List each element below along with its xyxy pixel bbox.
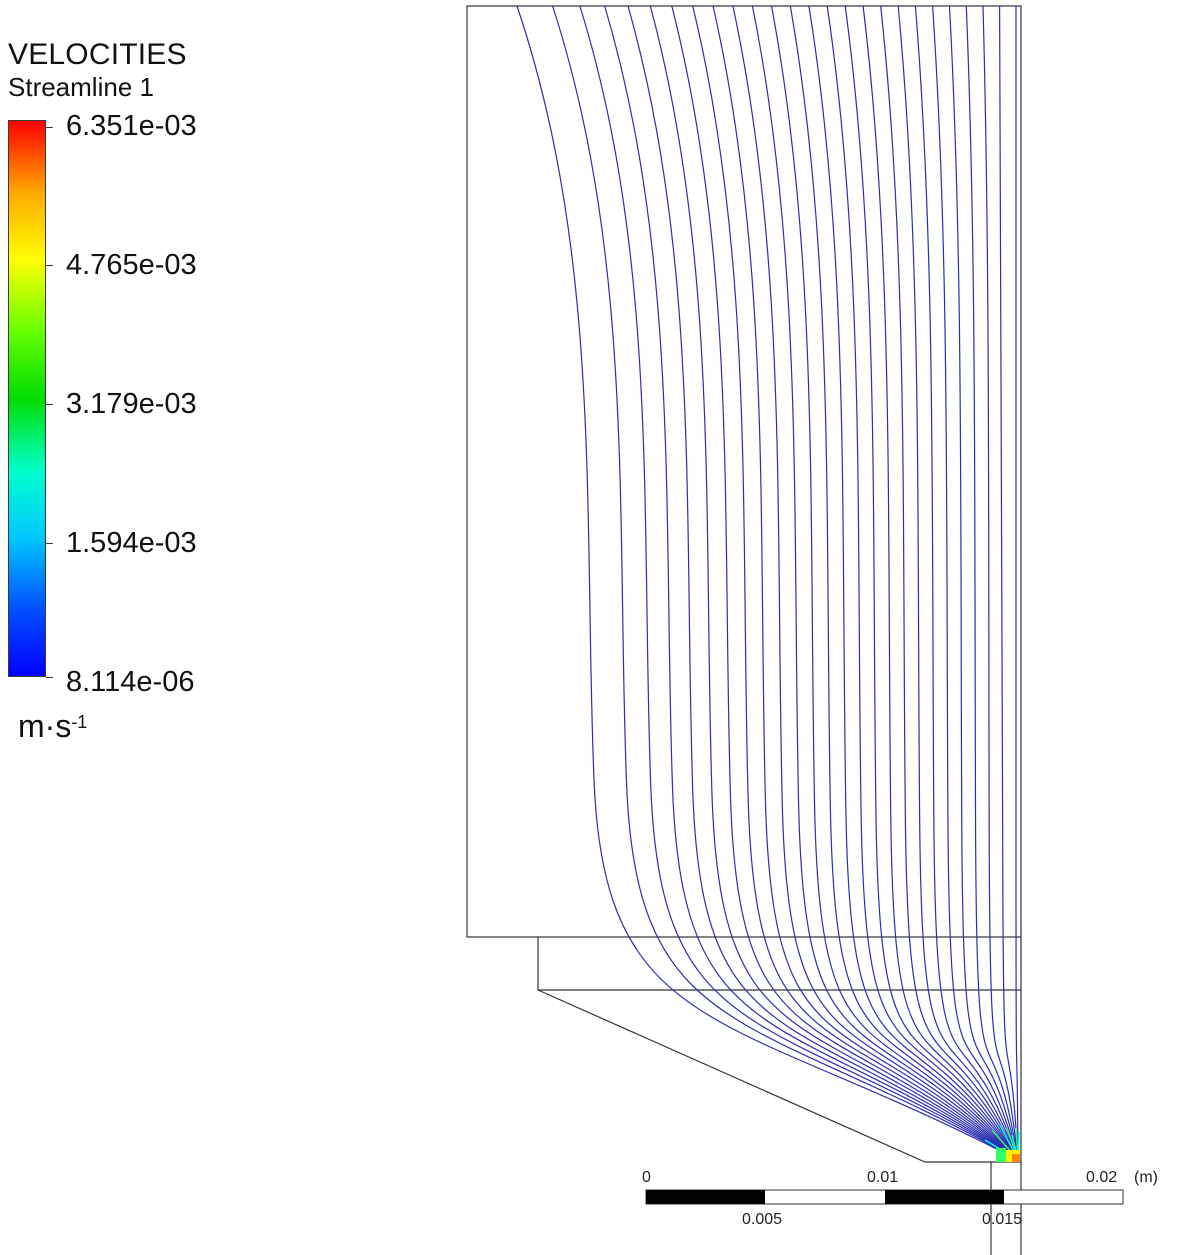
streamline xyxy=(789,5,1019,1161)
legend-tick-3: 3.179e-03 xyxy=(66,388,197,420)
streamline xyxy=(982,5,1019,1161)
streamline xyxy=(897,5,1019,1161)
streamline xyxy=(712,5,1019,1161)
streamline xyxy=(671,5,1019,1161)
colorbar-tick xyxy=(46,543,53,544)
scale-label-unit: (m) xyxy=(1134,1169,1158,1186)
streamline xyxy=(932,5,1019,1161)
scale-bar-segment xyxy=(885,1190,1004,1204)
streamline xyxy=(770,5,1019,1161)
scale-label-0-005: 0.005 xyxy=(742,1211,782,1228)
colorbar-tick xyxy=(46,265,53,266)
streamline xyxy=(649,5,1019,1161)
inlet-highlight xyxy=(984,1124,1020,1162)
colorbar-tick xyxy=(46,127,53,128)
streamline xyxy=(914,5,1019,1161)
streamlines-group xyxy=(516,5,1019,1161)
legend-tick-max: 6.351e-03 xyxy=(66,110,197,142)
streamline xyxy=(844,5,1019,1161)
scale-label-0-015: 0.015 xyxy=(982,1211,1022,1228)
streamline xyxy=(552,5,1019,1161)
streamline xyxy=(880,5,1019,1161)
scale-bar-segment xyxy=(646,1190,765,1204)
scale-label-0-02: 0.02 xyxy=(1086,1169,1117,1186)
streamline xyxy=(516,5,1019,1161)
legend-tick-2: 4.765e-03 xyxy=(66,249,197,281)
streamline xyxy=(808,5,1019,1161)
scale-label-0-01: 0.01 xyxy=(867,1169,898,1186)
streamline xyxy=(732,5,1019,1161)
streamline xyxy=(999,5,1019,1161)
inlet-jet-hot xyxy=(1012,1154,1020,1162)
streamline xyxy=(579,5,1019,1161)
legend-title: VELOCITIES xyxy=(8,38,187,71)
legend-tick-4: 1.594e-03 xyxy=(66,527,197,559)
streamline xyxy=(627,5,1019,1161)
inlet-jet-edge xyxy=(996,1148,1006,1162)
streamline xyxy=(965,5,1019,1161)
legend-unit: m·s-1 xyxy=(18,708,88,744)
colorbar-tick xyxy=(46,404,53,405)
scale-label-0: 0 xyxy=(642,1169,651,1186)
streamline xyxy=(1015,6,1019,1161)
scale-bar: 0 0.01 0.02 (m) 0.005 0.015 xyxy=(642,1169,1158,1228)
streamline xyxy=(604,5,1019,1161)
streamline xyxy=(862,5,1019,1161)
streamline xyxy=(692,5,1019,1161)
domain-outline xyxy=(466,5,1022,1255)
streamline xyxy=(751,5,1019,1161)
velocity-colorbar xyxy=(8,120,46,677)
streamline xyxy=(826,5,1019,1161)
legend-subtitle: Streamline 1 xyxy=(8,72,154,102)
streamline xyxy=(948,5,1019,1161)
legend-tick-min: 8.114e-06 xyxy=(66,666,195,698)
colorbar-tick xyxy=(46,677,53,678)
